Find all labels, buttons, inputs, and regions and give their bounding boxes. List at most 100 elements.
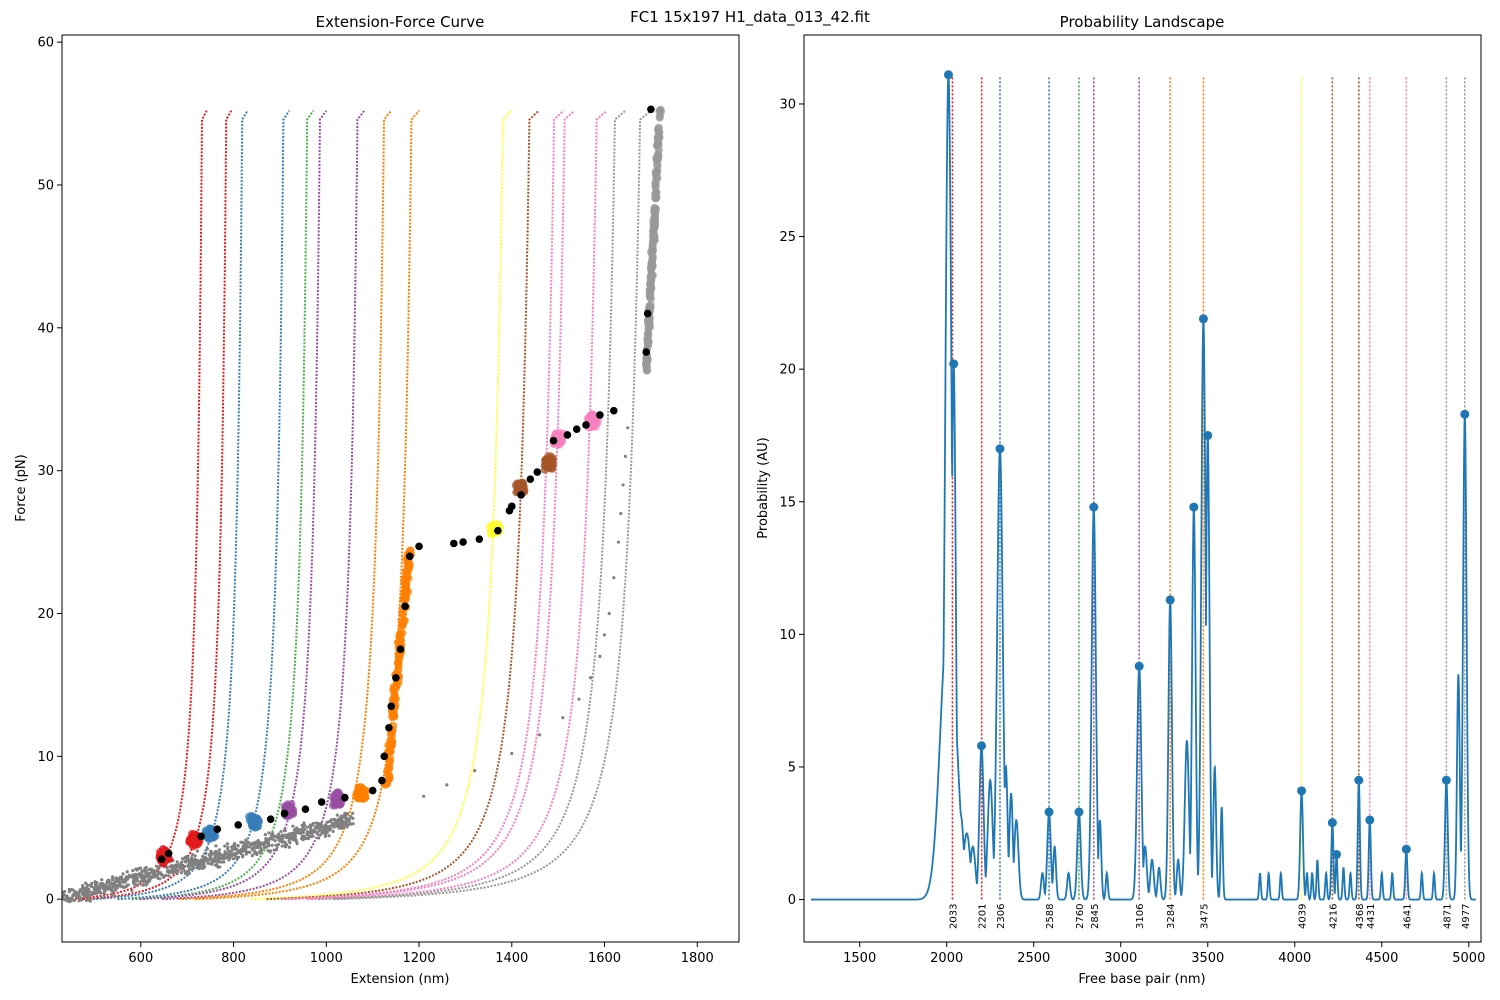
raw-point — [121, 872, 125, 876]
raw-point — [283, 841, 287, 845]
raw-point — [95, 881, 99, 885]
left-x-axis-label: Extension (nm) — [351, 972, 450, 987]
peak-point — [1365, 815, 1375, 825]
raw-point — [538, 733, 542, 737]
raw-point — [236, 844, 240, 848]
left-x-tick-label: 1400 — [495, 951, 528, 966]
raw-point — [269, 837, 273, 841]
right-x-tick-label: 1500 — [843, 951, 876, 966]
raw-point — [270, 843, 274, 847]
event-point — [549, 436, 558, 445]
peak-point — [1297, 786, 1307, 796]
left-y-tick-label: 60 — [37, 36, 54, 51]
cluster-point-gray — [645, 323, 654, 332]
left-plot-marks — [61, 105, 665, 904]
probability-panel: Probability Landscape Free base pair (nm… — [756, 13, 1485, 987]
raw-point — [144, 872, 149, 876]
raw-point — [258, 841, 263, 845]
raw-point — [106, 879, 110, 883]
cluster-point-orange — [403, 561, 412, 570]
raw-point — [287, 839, 291, 843]
peak-point — [1134, 661, 1144, 671]
raw-point — [210, 857, 214, 861]
left-x-tick-label: 1600 — [588, 951, 621, 966]
model-curve-orange — [178, 110, 392, 901]
cluster-point-gray — [654, 132, 663, 141]
raw-point — [607, 611, 611, 616]
cluster-point-yellow — [489, 521, 498, 530]
raw-point — [287, 845, 291, 849]
raw-point — [72, 898, 76, 903]
cluster-point-brown — [548, 462, 557, 471]
raw-point — [89, 884, 94, 889]
raw-point — [110, 889, 114, 893]
right-y-tick-label: 30 — [779, 97, 796, 112]
raw-point — [116, 884, 120, 888]
raw-point — [157, 865, 161, 869]
raw-point — [267, 831, 271, 835]
raw-point — [150, 871, 154, 875]
left-x-tick-label: 600 — [128, 951, 153, 966]
raw-point — [339, 818, 343, 822]
raw-point — [274, 843, 278, 847]
raw-point — [225, 851, 230, 856]
cluster-point-orange — [355, 794, 364, 803]
event-point — [266, 815, 275, 823]
raw-point — [331, 829, 335, 833]
raw-point — [183, 859, 187, 863]
peak-marker-label: 2033 — [948, 904, 959, 929]
raw-point — [255, 852, 259, 857]
event-point — [368, 786, 377, 795]
peak-point — [1460, 409, 1470, 419]
peak-point — [1327, 818, 1337, 828]
cluster-point-orange — [402, 585, 411, 594]
cluster-point-pink — [589, 422, 598, 431]
event-point — [392, 673, 400, 682]
cluster-point-orange — [385, 757, 394, 766]
raw-point — [191, 860, 195, 865]
left-chart-title: Extension-Force Curve — [316, 13, 485, 31]
event-point — [563, 431, 572, 439]
raw-point — [209, 849, 213, 853]
raw-point — [323, 834, 328, 838]
raw-point — [62, 893, 67, 897]
event-point — [378, 776, 386, 785]
raw-point — [244, 845, 249, 849]
model-curve-green — [132, 110, 315, 901]
raw-point — [241, 854, 245, 858]
raw-point — [132, 882, 136, 886]
raw-point — [99, 896, 104, 900]
raw-point — [112, 885, 116, 889]
right-y-tick-label: 10 — [779, 628, 796, 643]
raw-point — [142, 878, 146, 883]
raw-point — [445, 783, 449, 787]
raw-point — [190, 856, 194, 860]
raw-point — [330, 823, 334, 827]
raw-point — [138, 873, 142, 878]
raw-point — [100, 878, 104, 882]
raw-point — [286, 835, 290, 839]
right-chart-title: Probability Landscape — [1060, 13, 1225, 31]
raw-point — [135, 883, 140, 887]
event-point — [396, 645, 405, 653]
raw-point — [244, 852, 248, 856]
raw-point — [71, 894, 75, 898]
raw-point — [81, 892, 85, 896]
peak-marker-label: 4216 — [1328, 904, 1339, 929]
peak-marker-label: 3106 — [1135, 904, 1146, 929]
model-curve-blue — [92, 110, 249, 901]
cluster-point-red — [192, 840, 201, 849]
raw-point — [210, 862, 214, 866]
model-curve-pink — [281, 109, 565, 901]
event-point — [582, 421, 590, 429]
right-plot-marks: 2033 2201 2306 2588 2760 2845 3106 3284 3475 4039… — [810, 70, 1476, 929]
raw-point — [242, 844, 246, 848]
raw-point — [126, 883, 130, 887]
event-point — [164, 849, 173, 858]
raw-point — [165, 866, 169, 870]
peak-point — [1354, 775, 1364, 785]
right-y-tick-label: 5 — [788, 760, 796, 775]
raw-point — [207, 853, 211, 857]
peak-point — [977, 741, 987, 751]
